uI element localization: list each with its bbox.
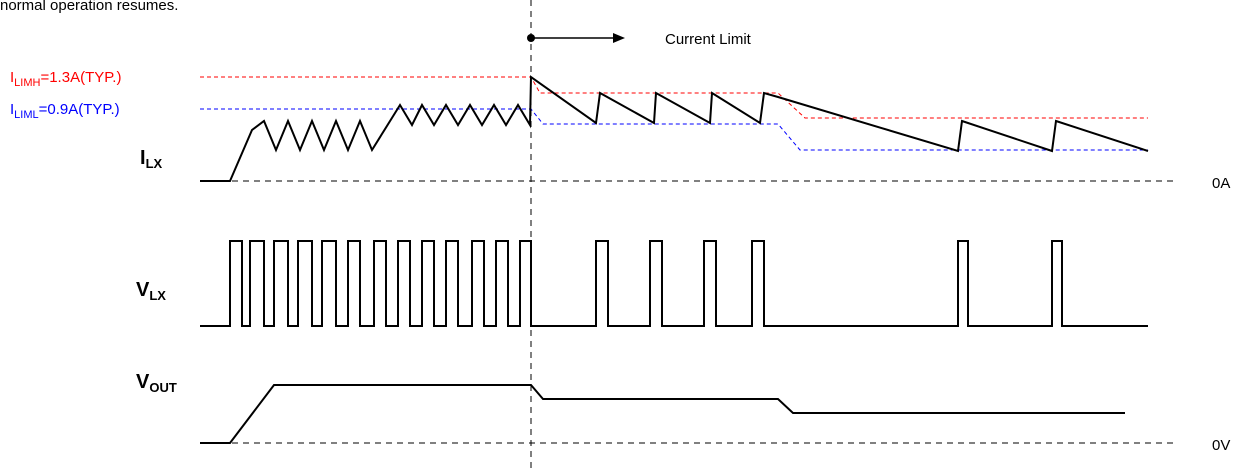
iliml-label-value: =0.9A(TYP.) [39,101,120,118]
ilimh-label-value: =1.3A(TYP.) [40,69,121,86]
iliml-label-sub: LIML [14,109,38,121]
iliml-label-main: I [10,101,14,118]
ilx-signal-sub: LX [146,156,163,171]
vlx-waveform [200,240,1148,327]
iliml-threshold-line [200,108,1148,151]
vlx-signal-label: VLX [136,279,166,303]
ilimh-label-sub: LIMH [14,77,40,89]
zero-voltage-label: 0V [1212,437,1230,454]
zero-current-label: 0A [1212,175,1230,192]
ilx-waveform [200,75,1149,182]
ilx-signal-main: I [140,147,146,169]
current-limit-label: Current Limit [665,31,752,48]
iliml-label: ILIML=0.9A(TYP.) [10,101,120,121]
vout-signal-main: V [136,371,150,393]
vout-signal-label: VOUT [136,371,177,395]
vlx-signal-main: V [136,279,150,301]
ilimh-label-main: I [10,69,14,86]
header-text: normal operation resumes. [0,0,178,14]
ilimh-threshold-line [200,76,1148,119]
vout-waveform [200,384,1125,444]
vout-signal-sub: OUT [149,380,177,395]
ilimh-label: ILIMH=1.3A(TYP.) [10,69,121,89]
vlx-signal-sub: LX [149,288,166,303]
ilx-signal-label: ILX [140,147,163,171]
current-limit-arrow-head [613,33,625,43]
